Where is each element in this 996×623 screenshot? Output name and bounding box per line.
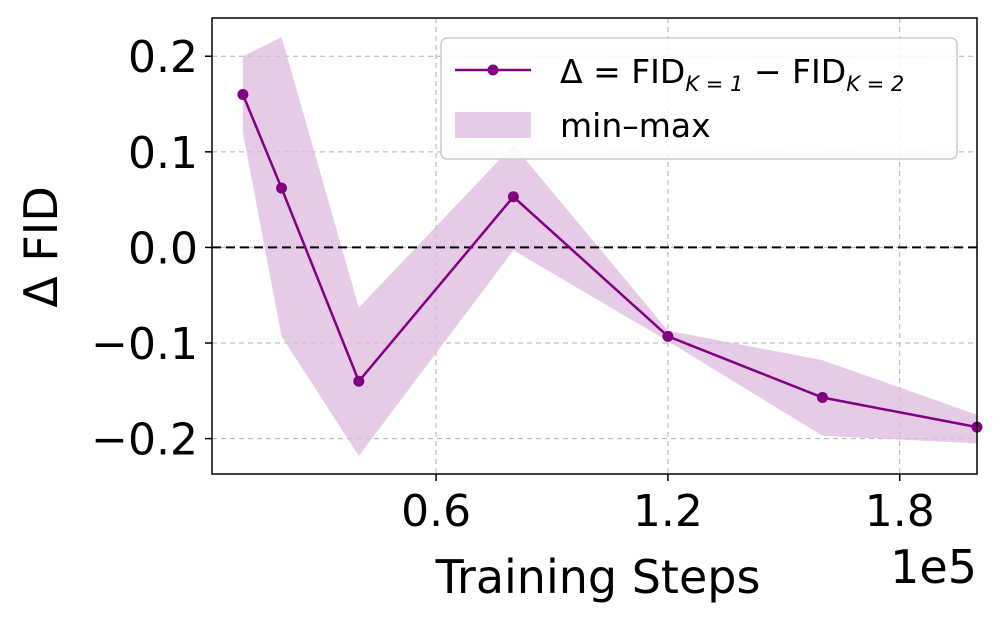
band-layer (242, 37, 978, 456)
legend-series-label-mid: − FID (743, 52, 846, 91)
y-axis-label: Δ FID (14, 186, 68, 308)
minmax-band (242, 37, 978, 456)
x-axis-label: Training Steps (435, 550, 761, 604)
legend-series-label-sub2: K = 2 (846, 72, 904, 96)
legend: Δ = FIDK = 1 − FIDK = 2 min–max (440, 37, 958, 160)
delta-fid-point (276, 182, 288, 194)
y-tick-label: 0.0 (128, 223, 198, 274)
delta-fid-point (507, 191, 519, 203)
x-tick-label: 1.2 (633, 486, 703, 537)
y-tick-label: −0.2 (91, 415, 198, 466)
y-tick-label: 0.2 (128, 32, 198, 83)
series-layer (237, 88, 983, 433)
legend-band-swatch (455, 112, 531, 138)
y-tick-label: 0.1 (128, 128, 198, 179)
delta-fid-point (237, 88, 249, 100)
legend-series-label: Δ = FIDK = 1 − FIDK = 2 (560, 52, 904, 96)
legend-series-label-sub1: K = 1 (685, 72, 743, 96)
delta-fid-point (662, 330, 674, 342)
tick-layer: 0.6 1.2 1.8 0.2 0.1 0.0 −0.1 −0.2 (91, 32, 935, 537)
x-tick-label: 1.8 (865, 486, 935, 537)
plot-frame (211, 17, 978, 475)
y-tick-label: −0.1 (91, 319, 198, 370)
delta-fid-point (816, 392, 828, 404)
legend-marker-swatch (487, 64, 499, 76)
delta-fid-point (353, 375, 365, 387)
x-axis-offset-text: 1e5 (890, 540, 977, 594)
legend-band-label: min–max (560, 106, 711, 145)
x-tick-label: 0.6 (401, 486, 471, 537)
legend-series-label-main: Δ = FID (560, 52, 685, 91)
legend-box (440, 37, 958, 160)
